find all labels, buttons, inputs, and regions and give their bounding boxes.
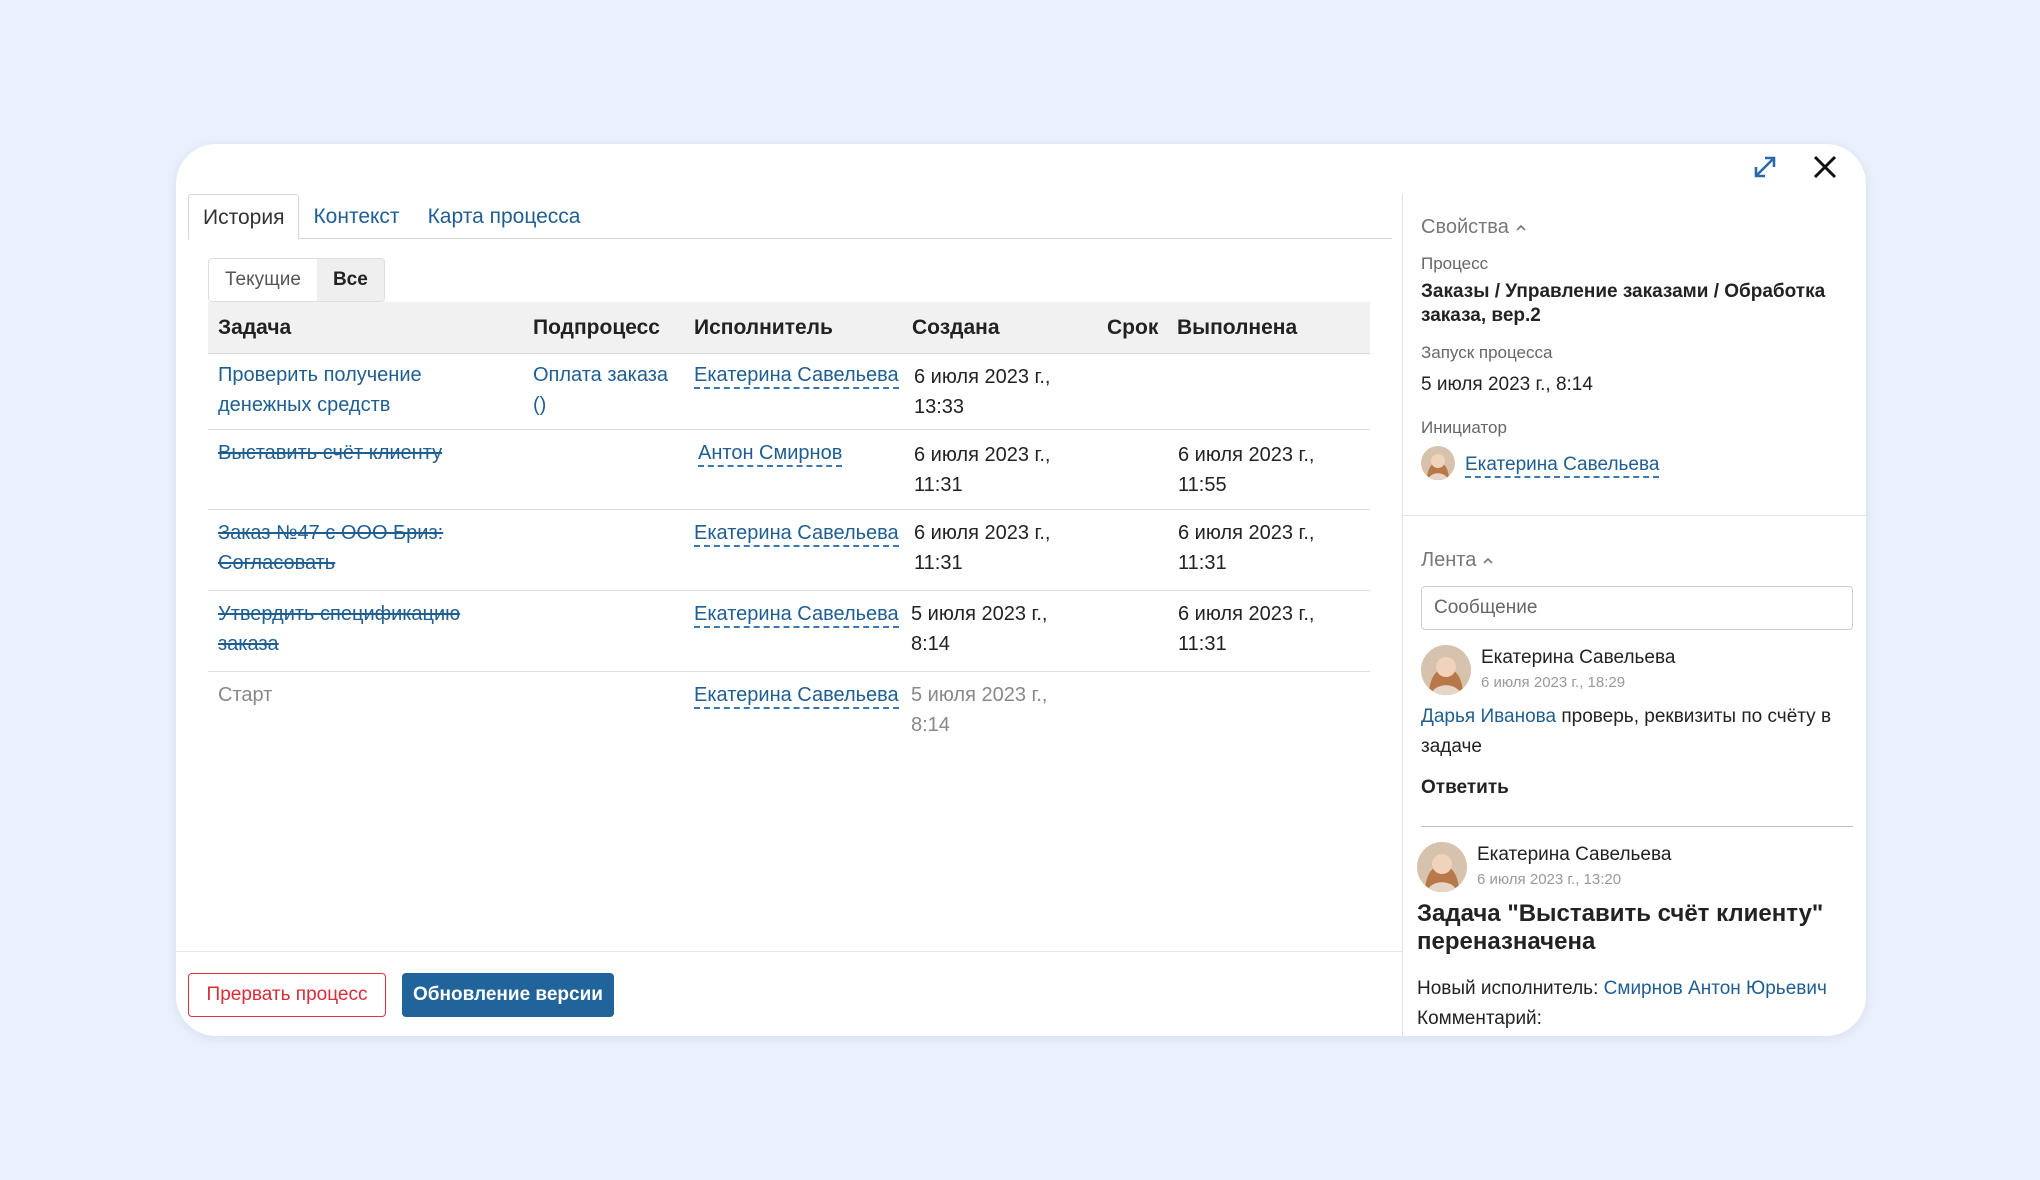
created-cell: 6 июля 2023 г., 11:31 [914, 444, 1051, 496]
column-created: Создана [912, 316, 1000, 339]
executor-cell: Екатерина Савельева [694, 518, 899, 548]
created-cell: 6 июля 2023 г., 13:33 [914, 366, 1051, 418]
executor-cell: Екатерина Савельева [694, 599, 899, 629]
post-author-link[interactable]: Екатерина Савельева [1481, 647, 1676, 668]
column-deadline: Срок [1107, 316, 1159, 339]
initiator-label: Инициатор [1421, 418, 1507, 437]
window-controls [1746, 148, 1844, 186]
divider [1403, 515, 1866, 516]
task-link[interactable]: Утвердить спецификацию заказа [218, 603, 461, 655]
properties-title: Свойства [1421, 216, 1509, 238]
avatar [1421, 645, 1471, 695]
task-link[interactable]: Выставить счёт клиенту [218, 442, 443, 464]
post-body: Новый исполнитель: Смирнов Антон Юрьевич… [1417, 978, 1827, 1029]
abort-process-button[interactable]: Прервать процесс [188, 973, 386, 1017]
column-task: Задача [218, 316, 292, 339]
initiator-cell: Екатерина Савельева [1465, 454, 1660, 478]
done-cell: 6 июля 2023 г., 11:31 [1178, 522, 1315, 574]
table-header: Задача Подпроцесс Исполнитель Создана Ср… [208, 302, 1370, 354]
tasks-table: Задача Подпроцесс Исполнитель Создана Ср… [208, 302, 1370, 752]
post-date: 6 июля 2023 г., 13:20 [1477, 871, 1622, 888]
subprocess-link[interactable]: Оплата заказа() [533, 364, 669, 416]
column-executor: Исполнитель [694, 316, 833, 339]
post-text: Дарья Иванова проверь, реквизиты по счёт… [1421, 706, 1832, 757]
new-executor-link[interactable]: Смирнов Антон Юрьевич [1603, 978, 1827, 999]
update-version-button[interactable]: Обновление версии [402, 973, 614, 1017]
chevron-up-icon [1516, 224, 1526, 231]
task-filter: Текущие Все [208, 258, 385, 302]
done-cell: 6 июля 2023 г., 11:55 [1178, 444, 1315, 496]
message-input[interactable] [1421, 586, 1853, 630]
executor-link[interactable]: Екатерина Савельева [694, 684, 899, 709]
process-modal: История Контекст Карта процесса Текущие … [176, 144, 1866, 1036]
divider [1421, 826, 1853, 827]
executor-cell: Антон Смирнов [698, 438, 843, 468]
initiator-link[interactable]: Екатерина Савельева [1465, 454, 1660, 478]
task-link[interactable]: Заказ №47 с ООО Бриз: Согласовать [218, 522, 444, 574]
avatar [1417, 842, 1467, 892]
reply-link[interactable]: Ответить [1421, 777, 1509, 798]
filter-current-button[interactable]: Текущие [209, 259, 317, 301]
avatar [1421, 446, 1455, 480]
table-row: Проверить получение денежных средств Опла… [208, 354, 1370, 430]
column-done: Выполнена [1177, 316, 1298, 339]
feed-toggle[interactable]: Лента [1421, 549, 1494, 572]
executor-cell: Екатерина Савельева [694, 360, 899, 390]
process-label: Процесс [1421, 254, 1489, 273]
process-start-value: 5 июля 2023 г., 8:14 [1421, 374, 1593, 395]
executor-link[interactable]: Екатерина Савельева [694, 522, 899, 547]
tab-process-map[interactable]: Карта процесса [427, 205, 581, 228]
executor-link[interactable]: Антон Смирнов [698, 442, 843, 467]
mention-link[interactable]: Дарья Иванова [1421, 706, 1557, 727]
feed-title: Лента [1421, 549, 1477, 571]
tab-bar: История Контекст Карта процесса [188, 194, 1392, 240]
post-heading: Задача "Выставить счёт клиенту" переназна… [1417, 900, 1824, 955]
created-cell: 5 июля 2023 г., 8:14 [911, 684, 1048, 736]
created-cell: 5 июля 2023 г., 8:14 [911, 603, 1048, 655]
side-panel: Свойства Процесс Заказы / Управление зак… [1402, 194, 1866, 1036]
post-author-link[interactable]: Екатерина Савельева [1477, 844, 1672, 865]
modal-footer: Прервать процесс Обновление версии [176, 951, 1402, 1036]
table-row: Заказ №47 с ООО Бриз: Согласовать Екатери… [208, 510, 1370, 591]
process-link[interactable]: Заказы / Управление заказами / Обработка… [1421, 281, 1826, 326]
tab-history[interactable]: История [188, 194, 300, 240]
executor-link[interactable]: Екатерина Савельева [694, 603, 899, 628]
column-subprocess: Подпроцесс [533, 316, 660, 339]
close-icon[interactable] [1806, 148, 1844, 186]
done-cell: 6 июля 2023 г., 11:31 [1178, 603, 1315, 655]
filter-all-button[interactable]: Все [316, 259, 384, 301]
history-panel: История Контекст Карта процесса Текущие … [176, 194, 1402, 1036]
executor-cell: Екатерина Савельева [694, 680, 899, 710]
created-cell: 6 июля 2023 г., 11:31 [914, 522, 1051, 574]
task-link[interactable]: Проверить получение денежных средств [218, 364, 422, 416]
chevron-up-icon [1483, 557, 1493, 564]
tab-context[interactable]: Контекст [313, 205, 400, 228]
table-row: Старт Екатерина Савельева 5 июля 2023 г.… [208, 672, 1370, 752]
process-start-label: Запуск процесса [1421, 343, 1553, 362]
post-date: 6 июля 2023 г., 18:29 [1481, 674, 1626, 691]
table-row: Утвердить спецификацию заказа Екатерина С… [208, 591, 1370, 672]
executor-link[interactable]: Екатерина Савельева [694, 364, 899, 389]
expand-icon[interactable] [1746, 148, 1784, 186]
task-label: Старт [218, 684, 273, 706]
table-row: Выставить счёт клиенту Антон Смирнов 6 и… [208, 430, 1370, 510]
properties-toggle[interactable]: Свойства [1421, 216, 1527, 239]
